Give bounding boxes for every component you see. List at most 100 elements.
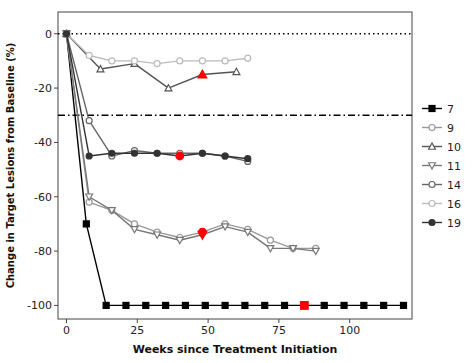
data-point <box>154 232 161 238</box>
plot-area <box>58 30 412 309</box>
data-point <box>312 248 319 254</box>
data-point <box>199 232 206 238</box>
y-tick-label: -80 <box>34 245 52 258</box>
x-tick <box>66 319 67 323</box>
series <box>63 31 319 255</box>
x-tick-label: 0 <box>63 324 70 337</box>
x-tick <box>349 319 350 323</box>
data-point <box>154 150 160 156</box>
data-point <box>86 153 92 159</box>
data-point <box>165 85 172 91</box>
legend-label: 14 <box>447 179 461 192</box>
y-tick-label: -60 <box>34 191 52 204</box>
data-point <box>244 229 251 235</box>
data-point <box>109 58 115 64</box>
legend-item: 10 <box>422 141 461 154</box>
x-axis-label: Weeks since Treatment Initiation <box>133 343 338 356</box>
legend-item: 19 <box>422 217 461 230</box>
data-point <box>199 71 206 77</box>
series <box>63 31 250 67</box>
plot-frame <box>58 12 412 319</box>
y-tick-label: -100 <box>27 299 52 312</box>
data-point <box>131 58 137 64</box>
legend-marker <box>429 220 435 226</box>
data-point <box>103 302 109 308</box>
legend-label: 11 <box>447 160 461 173</box>
x-tick-label: 100 <box>339 324 360 337</box>
data-point <box>267 246 274 252</box>
y-tick-label: -40 <box>34 136 52 149</box>
data-point <box>131 150 137 156</box>
data-point <box>63 31 69 37</box>
x-tick-label: 25 <box>130 324 144 337</box>
highlight-point <box>176 152 184 160</box>
data-point <box>267 237 273 243</box>
data-point <box>245 55 251 61</box>
data-point <box>401 302 407 308</box>
data-point <box>290 245 296 251</box>
x-tick <box>208 319 209 323</box>
data-point <box>282 302 288 308</box>
x-tick <box>278 319 279 323</box>
data-point <box>182 302 188 308</box>
data-point <box>222 153 228 159</box>
series-line <box>66 34 247 159</box>
y-axis-label: Change in Target Lesions from Baseline (… <box>5 43 16 289</box>
legend-marker <box>429 143 436 149</box>
data-point <box>154 150 160 156</box>
series-line <box>66 34 315 249</box>
data-point <box>222 302 228 308</box>
data-point <box>154 61 160 67</box>
data-point <box>199 58 205 64</box>
legend-label: 19 <box>447 217 461 230</box>
highlight-point <box>301 302 309 310</box>
data-point <box>262 302 268 308</box>
data-point <box>242 302 248 308</box>
data-point <box>63 31 70 37</box>
series <box>63 31 406 309</box>
data-point <box>63 31 69 37</box>
legend-item: 11 <box>422 160 461 173</box>
data-point <box>301 302 307 308</box>
data-point <box>321 302 327 308</box>
data-point <box>163 302 169 308</box>
data-point <box>123 302 129 308</box>
x-tick-label: 50 <box>201 324 215 337</box>
highlight-point <box>198 231 207 239</box>
y-tick <box>54 196 58 197</box>
data-point <box>245 156 251 162</box>
legend-marker <box>429 125 435 131</box>
legend-item: 14 <box>422 179 461 192</box>
reference-line <box>58 114 412 116</box>
y-tick <box>54 88 58 89</box>
series <box>63 31 250 162</box>
data-point <box>233 68 240 74</box>
y-tick <box>54 251 58 252</box>
data-point <box>290 246 297 252</box>
data-point <box>83 221 89 227</box>
data-point <box>143 302 149 308</box>
legend-marker <box>429 106 435 112</box>
data-point <box>222 153 228 159</box>
series <box>63 31 318 252</box>
legend-label: 7 <box>447 103 454 116</box>
x-tick-label: 75 <box>272 324 286 337</box>
data-point <box>361 302 367 308</box>
data-point <box>341 302 347 308</box>
chart: 02550751000-20-40-60-80-100Weeks since T… <box>0 0 474 363</box>
legend-label: 9 <box>447 122 454 135</box>
legend-marker <box>429 182 435 188</box>
data-point <box>109 150 115 156</box>
data-point <box>86 118 92 124</box>
data-point <box>63 31 69 37</box>
data-point <box>86 194 93 200</box>
legend-marker <box>429 163 436 169</box>
reference-line <box>58 33 412 35</box>
data-point <box>97 66 104 72</box>
legend: 7 9 10 11 14 16 19 <box>422 103 461 230</box>
legend-item: 7 <box>422 103 454 116</box>
highlight-point <box>198 70 207 78</box>
legend-label: 16 <box>447 198 461 211</box>
series-line <box>66 34 247 64</box>
legend-marker <box>429 201 435 207</box>
